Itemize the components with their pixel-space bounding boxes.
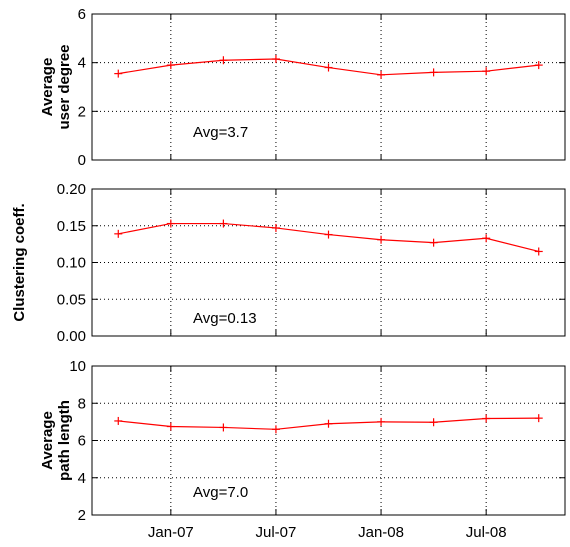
data-point (429, 68, 438, 77)
average-annotation: Avg=7.0 (193, 484, 248, 501)
y-tick-label: 0.10 (57, 255, 86, 272)
data-point (219, 423, 228, 432)
y-tick-label: 6 (78, 433, 86, 450)
data-point (534, 414, 543, 423)
average-annotation: Avg=3.7 (193, 124, 248, 141)
data-point (377, 70, 386, 79)
data-point (114, 416, 123, 425)
data-point (377, 235, 386, 244)
data-point (166, 61, 175, 70)
y-tick-label: 2 (78, 103, 86, 120)
data-point (219, 56, 228, 65)
data-point (534, 61, 543, 70)
y-tick-label: 0 (78, 152, 86, 169)
y-tick-label: 4 (78, 55, 86, 72)
y-axis-label-line: user degree (56, 44, 73, 129)
x-tick-label: Jul-08 (466, 524, 507, 541)
data-point (534, 247, 543, 256)
y-axis-label: Clustering coeff. (11, 203, 28, 321)
y-axis-label: Averageuser degree (39, 44, 73, 129)
data-point (324, 419, 333, 428)
data-point (219, 219, 228, 228)
y-axis-label-line: path length (56, 400, 73, 481)
data-point (271, 55, 280, 64)
y-tick-label: 0.00 (57, 328, 86, 345)
y-axis-label-line: Average (39, 58, 56, 117)
data-point (114, 69, 123, 78)
data-point (429, 238, 438, 247)
data-point (377, 417, 386, 426)
x-tick-label: Jul-07 (256, 524, 297, 541)
x-tick-label: Jan-08 (358, 524, 404, 541)
data-point (324, 63, 333, 72)
data-point (271, 425, 280, 434)
x-tick-label: Jan-07 (148, 524, 194, 541)
data-point (482, 67, 491, 76)
y-tick-label: 10 (69, 358, 86, 375)
data-point (482, 234, 491, 243)
y-tick-label: 6 (78, 6, 86, 23)
y-tick-label: 0.20 (57, 181, 86, 198)
y-axis-label: Averagepath length (39, 400, 73, 481)
data-point (166, 219, 175, 228)
data-point (166, 422, 175, 431)
y-axis-label-line: Average (39, 411, 56, 470)
y-tick-label: 2 (78, 507, 86, 524)
data-point (482, 414, 491, 423)
data-point (271, 223, 280, 232)
y-tick-label: 0.15 (57, 218, 86, 235)
data-point (429, 418, 438, 427)
y-tick-label: 0.05 (57, 291, 86, 308)
data-point (324, 230, 333, 239)
y-tick-label: 8 (78, 395, 86, 412)
plot-frame (91, 13, 566, 161)
average-annotation: Avg=0.13 (193, 310, 257, 327)
data-point (114, 229, 123, 238)
y-tick-label: 4 (78, 470, 86, 487)
y-axis-label-line: Clustering coeff. (11, 203, 28, 321)
